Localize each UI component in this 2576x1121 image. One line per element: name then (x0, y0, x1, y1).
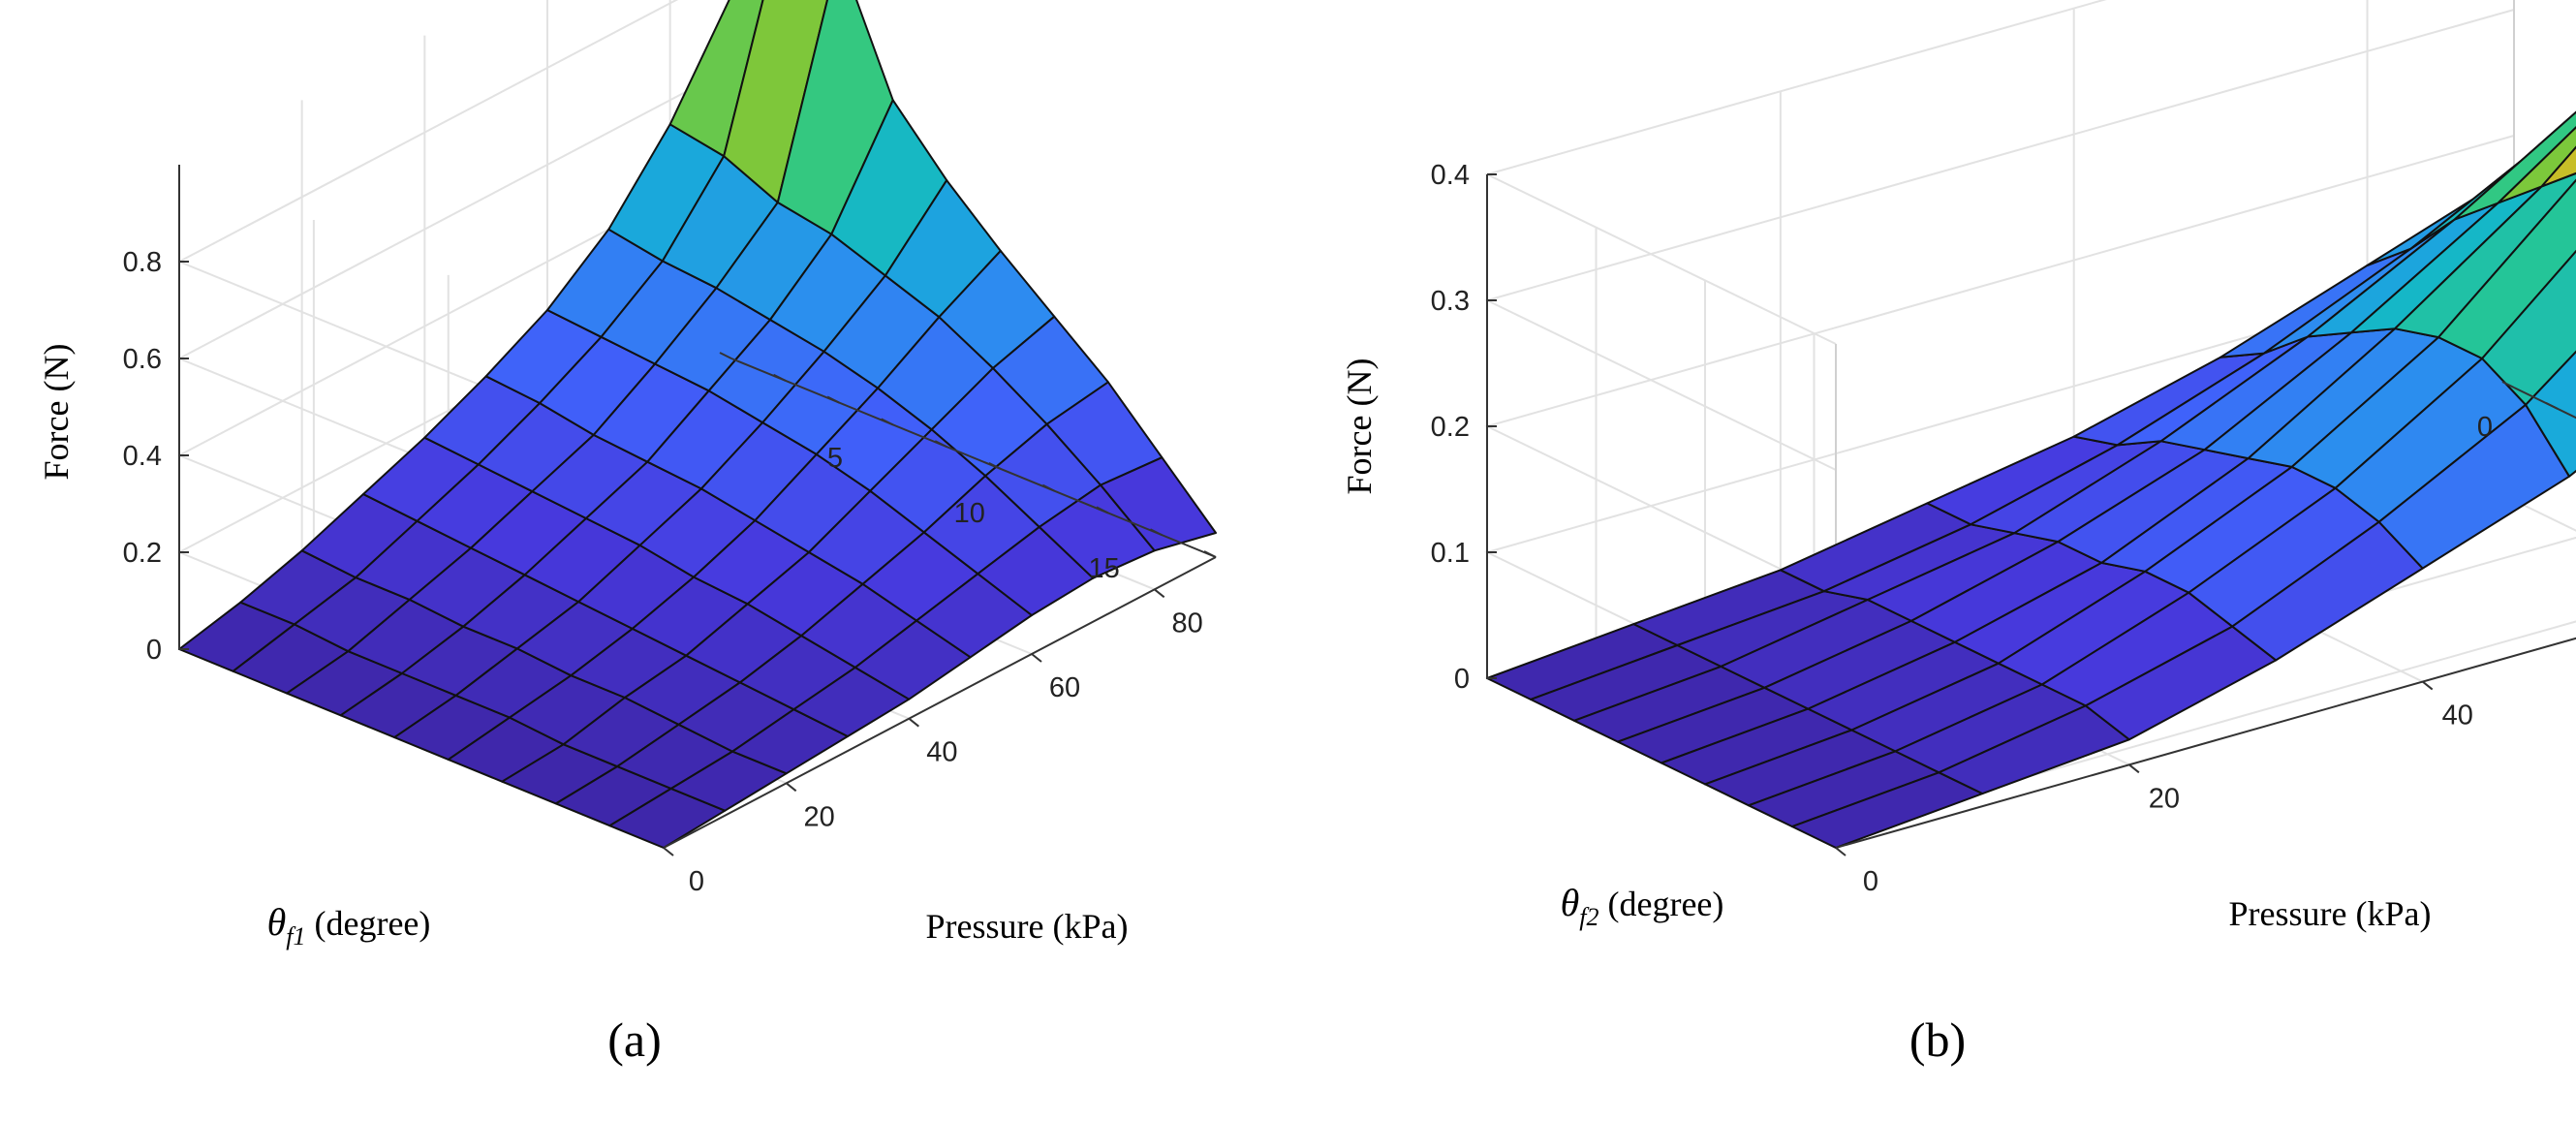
y-tick-label: 80 (1172, 607, 1203, 638)
x-tick-mark (1041, 483, 1055, 492)
x-tick-mark (1096, 506, 1109, 514)
x-tick-mark (1203, 550, 1217, 558)
y-axis-line (663, 556, 1217, 849)
y-tick-label: 40 (2442, 701, 2473, 732)
panel-label-a: (a) (607, 1012, 662, 1067)
y-tick-label: 60 (1049, 672, 1080, 703)
x-tick-label: 10 (954, 498, 985, 529)
y-tick-mark (1031, 653, 1042, 663)
z-axis-title: Force (N) (1340, 358, 1379, 495)
y-tick-label: 0 (689, 866, 704, 897)
surface-patch (2525, 350, 2576, 478)
surface-patch (668, 0, 764, 158)
y-tick-label: 20 (2149, 783, 2180, 814)
y-axis-line (1835, 637, 2576, 849)
z-tick-label: 0.3 (1431, 286, 1470, 317)
x-tick-mark (881, 418, 894, 426)
x-axis-title-symbol: θ (1561, 881, 1580, 924)
z-tick-label: 0.2 (1431, 412, 1470, 443)
z-tick-label: 0 (146, 635, 162, 666)
x-axis-title-unit: (degree) (1598, 885, 1723, 923)
y-tick-mark (1835, 847, 1847, 856)
wall-right (1487, 0, 2514, 678)
panel-label-b: (b) (1909, 1012, 1966, 1067)
z-tick-label: 0.4 (123, 441, 162, 472)
x-tick-mark (773, 373, 787, 382)
surface-patch (2481, 249, 2576, 406)
y-axis: 0 20 40 60 80 (663, 556, 1217, 897)
z-tick-label: 0.1 (1431, 538, 1470, 569)
z-axis: 0 0.2 0.4 0.6 0.8 (123, 165, 189, 666)
x-tick-mark (1149, 528, 1163, 537)
z-axis: 0 0.1 0.2 0.3 0.4 (1431, 160, 1497, 695)
y-axis-title: Pressure (kPa) (926, 907, 1129, 946)
surface-patch (2540, 145, 2576, 188)
x-tick-mark (934, 440, 947, 449)
x-tick-label: 0 (2477, 412, 2493, 443)
z-tick-label: 0.4 (1431, 160, 1470, 191)
z-tick-label: 0 (1454, 664, 1470, 695)
x-axis: 051015 (2477, 381, 2576, 443)
y-tick-mark (908, 717, 919, 728)
x-tick-label: 15 (1089, 553, 1120, 584)
x-axis-line (730, 358, 1217, 558)
z-tick-label: 0.6 (123, 344, 162, 375)
x-tick-label: 5 (827, 443, 843, 474)
surface-chart-a: 0 0.2 0.4 0.6 0.8 5 10 15 0 20 40 60 80 Force (N) Pres… (37, 0, 1217, 950)
y-tick-mark (1154, 588, 1165, 599)
x-axis-title-subscript: f1 (286, 922, 305, 950)
surface-patch (2437, 178, 2576, 359)
x-axis-line (2513, 387, 2576, 420)
y-tick-mark (2128, 763, 2140, 774)
surface-patch (1100, 456, 1217, 552)
x-axis-title-symbol: θ (267, 900, 287, 944)
z-tick-label: 0.8 (123, 247, 162, 278)
wall-right (179, 0, 731, 649)
surface-patch (2497, 126, 2576, 204)
y-tick-mark (2422, 680, 2434, 691)
x-axis-title: θf1 (degree) (267, 900, 431, 950)
y-tick-label: 20 (804, 801, 835, 832)
z-tick-label: 0.2 (123, 538, 162, 569)
y-tick-label: 40 (926, 737, 957, 768)
surface (1486, 110, 2576, 849)
x-tick-mark (826, 395, 840, 404)
surface-chart-b: 00.10.20.30.40510150204060Force (N)Press… (1340, 0, 2576, 933)
y-tick-label: 0 (1863, 866, 1878, 897)
x-tick-mark (2545, 401, 2559, 410)
x-axis-title-subscript: f2 (1579, 903, 1598, 931)
x-axis-title-unit: (degree) (305, 904, 430, 943)
y-tick-mark (663, 847, 674, 856)
x-tick-mark (719, 352, 732, 359)
x-axis: 5 10 15 (719, 352, 1217, 584)
surface (178, 0, 1217, 849)
surface-patch (2453, 110, 2576, 221)
x-tick-mark (2501, 381, 2515, 389)
z-axis-title: Force (N) (37, 344, 76, 481)
x-tick-mark (988, 461, 1002, 470)
surface-patch (2394, 171, 2576, 339)
y-tick-mark (786, 782, 797, 793)
x-axis-title: θf2 (degree) (1561, 881, 1724, 931)
y-axis-title: Pressure (kPa) (2229, 894, 2432, 933)
surface-patch (723, 0, 829, 203)
